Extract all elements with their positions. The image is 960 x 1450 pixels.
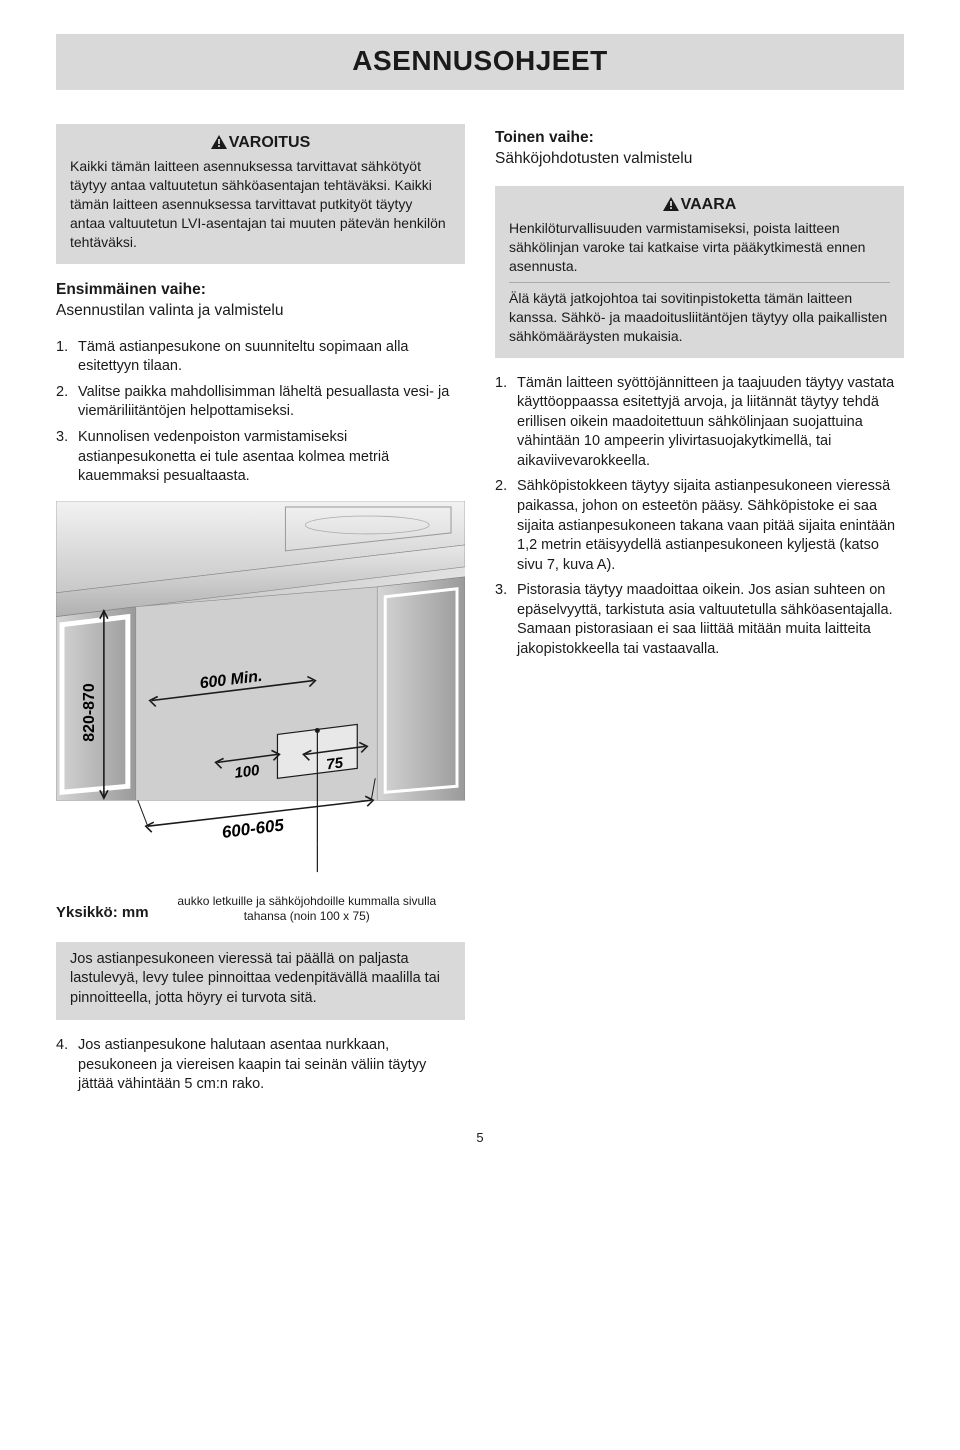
unit-row: Yksikkö: mm aukko letkuille ja sähköjohd… <box>56 894 465 924</box>
danger-heading: VAARA <box>509 194 890 216</box>
dim-height: 820-870 <box>81 683 98 742</box>
warning-icon <box>663 197 679 211</box>
step-item: Tämän laitteen syöttöjännitteen ja taaju… <box>495 374 904 472</box>
left-column: VAROITUS Kaikki tämän laitteen asennukse… <box>56 124 465 1095</box>
phase2-title: Toinen vaihe: <box>495 128 904 149</box>
installation-diagram: 820-870 600 Min. 100 75 <box>56 501 465 900</box>
step-item: Tämä astianpesukone on suunniteltu sopim… <box>56 338 465 377</box>
step-item: Pistorasia täytyy maadoittaa oikein. Jos… <box>495 581 904 659</box>
step-item: Sähköpistokkeen täytyy sijaita astianpes… <box>495 477 904 575</box>
cutout-caption: aukko letkuille ja sähköjohdoille kummal… <box>159 894 465 924</box>
two-column-layout: VAROITUS Kaikki tämän laitteen asennukse… <box>56 124 904 1095</box>
step-item: Valitse paikka mahdollisimman läheltä pe… <box>56 383 465 422</box>
dim-hole-w: 100 <box>234 761 262 781</box>
page-number: 5 <box>56 1129 904 1147</box>
danger-text-1: Henkilöturvallisuuden varmistamiseksi, p… <box>509 219 890 276</box>
step-item: Kunnolisen vedenpoiston varmistamiseksi … <box>56 428 465 487</box>
warning-label: VAROITUS <box>229 134 310 151</box>
warning-box: VAROITUS Kaikki tämän laitteen asennukse… <box>56 124 465 264</box>
warning-heading: VAROITUS <box>70 132 451 154</box>
warning-icon <box>211 135 227 149</box>
warning-text: Kaikki tämän laitteen asennuksessa tarvi… <box>70 157 451 251</box>
phase2-subtitle: Sähköjohdotusten valmistelu <box>495 149 904 170</box>
step-4: Jos astianpesukone halutaan asentaa nurk… <box>56 1036 465 1095</box>
danger-box: VAARA Henkilöturvallisuuden varmistamise… <box>495 186 904 358</box>
danger-text-2: Älä käytä jatkojohtoa tai sovitinpistoke… <box>509 282 890 346</box>
diagram-svg: 820-870 600 Min. 100 75 <box>56 501 465 900</box>
right-column: Toinen vaihe: Sähköjohdotusten valmistel… <box>495 124 904 1095</box>
danger-label: VAARA <box>681 196 737 213</box>
unit-label: Yksikkö: mm <box>56 903 149 923</box>
note-text: Jos astianpesukoneen vieressä tai päällä… <box>70 950 451 1009</box>
phase1-title: Ensimmäinen vaihe: <box>56 280 465 301</box>
dim-hole-h: 75 <box>325 754 344 773</box>
dim-width: 600-605 <box>221 815 286 842</box>
phase1-subtitle: Asennustilan valinta ja valmistelu <box>56 301 465 322</box>
note-box: Jos astianpesukoneen vieressä tai päällä… <box>56 942 465 1021</box>
phase2-steps: Tämän laitteen syöttöjännitteen ja taaju… <box>495 374 904 660</box>
page-title: ASENNUSOHJEET <box>56 34 904 90</box>
phase1-steps: Tämä astianpesukone on suunniteltu sopim… <box>56 338 465 487</box>
